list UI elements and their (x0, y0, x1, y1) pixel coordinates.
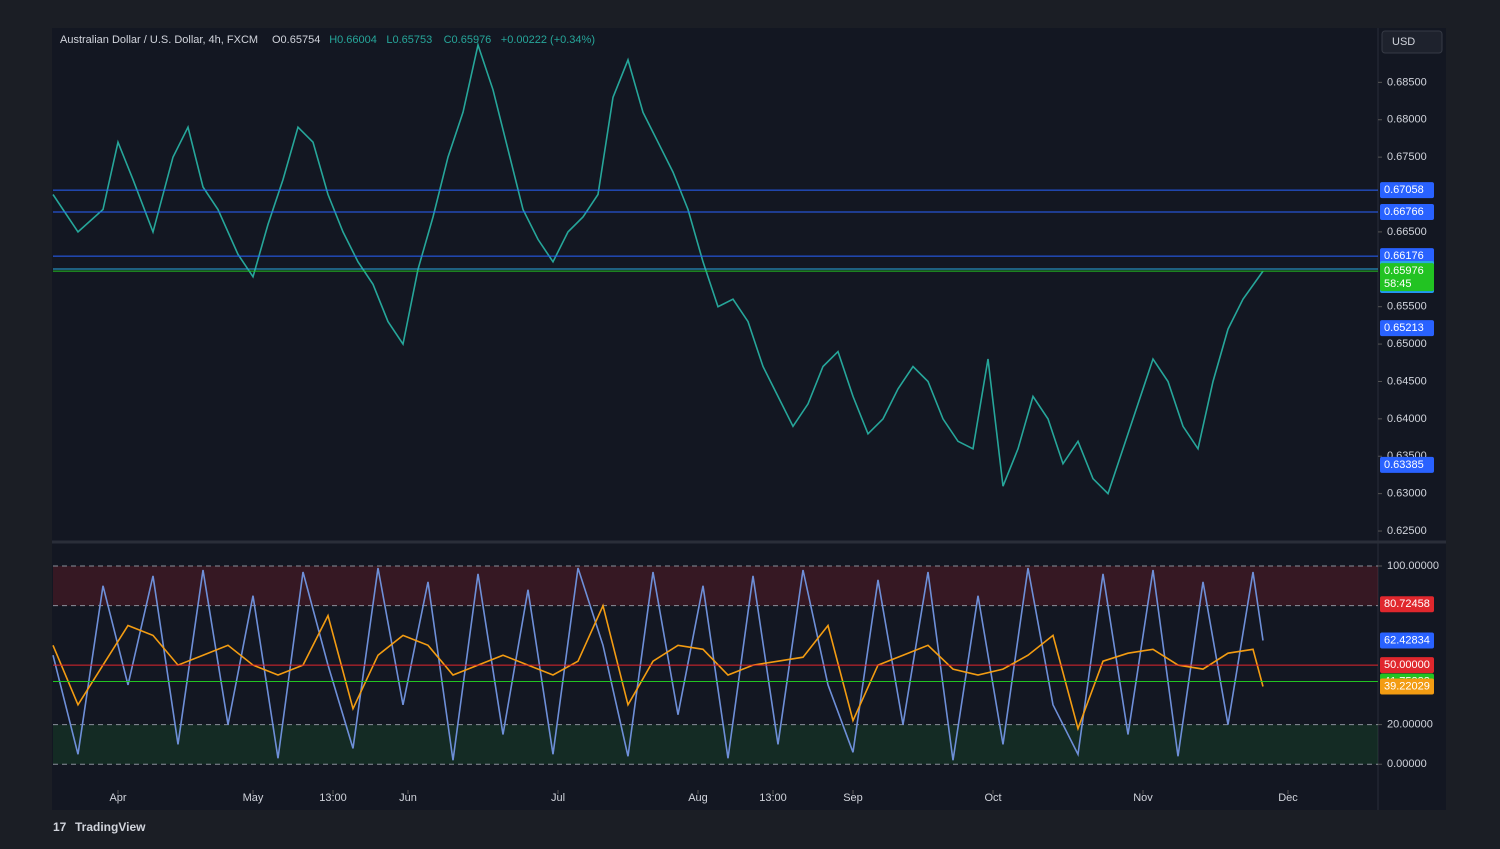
price-label-box (1380, 456, 1434, 473)
series-line (52, 567, 1264, 761)
countdown: 58:45 (1384, 278, 1412, 290)
x-tick-label: Dec (1278, 792, 1298, 804)
y-tick-label: 0.68500 (1387, 76, 1427, 88)
currency-box[interactable] (1381, 30, 1443, 54)
ohlc-value: H0.66004 (329, 34, 377, 46)
x-tick-label: Jul (551, 792, 565, 804)
x-tick-label: Apr (109, 792, 126, 804)
price-label: 0.66766 (1384, 206, 1424, 218)
ohlc-value: L0.65753 (386, 34, 432, 46)
chart-title: Australian Dollar / U.S. Dollar, 4h, FXC… (60, 34, 258, 46)
currency[interactable]: USD (1392, 36, 1415, 48)
y-tick-label: 20.00000 (1387, 718, 1433, 730)
y-tick-label: 0.64500 (1387, 375, 1427, 387)
price-label-box (1380, 182, 1434, 199)
logo: 17 (53, 820, 67, 834)
y-tick-label: 0.67500 (1387, 151, 1427, 163)
price-label-box (1380, 657, 1434, 674)
price-label: 80.72458 (1384, 598, 1430, 610)
price-label: 0.66176 (1384, 250, 1424, 262)
y-tick-label: 0.65000 (1387, 338, 1427, 350)
x-tick-label: Jun (399, 792, 417, 804)
price-label-box (1380, 320, 1434, 337)
y-tick-label: 0.63000 (1387, 488, 1427, 500)
y-tick-label: 0.00000 (1387, 758, 1427, 770)
x-tick-label: Aug (688, 792, 708, 804)
price-label-box (1380, 248, 1434, 265)
y-tick-label: 0.64000 (1387, 413, 1427, 425)
y-tick-label: 100.00000 (1387, 560, 1439, 572)
x-tick-label: Nov (1133, 792, 1153, 804)
chart-panel (52, 28, 1446, 810)
x-tick-label: Oct (984, 792, 1001, 804)
ohlc-value: C0.65976 (444, 34, 492, 46)
price-label: 62.42834 (1384, 634, 1430, 646)
price-label: 50.00000 (1384, 659, 1430, 671)
price-label-box (1380, 596, 1434, 613)
price-label-box (1380, 678, 1434, 695)
series-line (52, 42, 1264, 496)
price-label-box (1380, 632, 1434, 649)
x-tick-label: Sep (843, 792, 863, 804)
x-tick-label: 13:00 (759, 792, 787, 804)
price-label: 0.63385 (1384, 459, 1424, 471)
x-tick-label: May (243, 792, 264, 804)
footer: TradingView (75, 820, 146, 834)
price-label-box (1380, 263, 1434, 292)
y-tick-label: 0.65500 (1387, 301, 1427, 313)
price-label: 39.22029 (1384, 680, 1430, 692)
x-tick-label: 13:00 (319, 792, 347, 804)
y-tick-label: 0.68000 (1387, 114, 1427, 126)
price-label: 0.65976 (1384, 265, 1424, 277)
ohlc-value: +0.00222 (+0.34%) (501, 34, 595, 46)
y-tick-label: 0.66500 (1387, 226, 1427, 238)
price-label: 0.67058 (1384, 184, 1424, 196)
ohlc-value: O0.65754 (272, 34, 320, 46)
price-label: 0.65213 (1384, 322, 1424, 334)
y-tick-label: 0.62500 (1387, 525, 1427, 537)
price-label-box (1380, 204, 1434, 221)
series-line (52, 603, 1264, 732)
